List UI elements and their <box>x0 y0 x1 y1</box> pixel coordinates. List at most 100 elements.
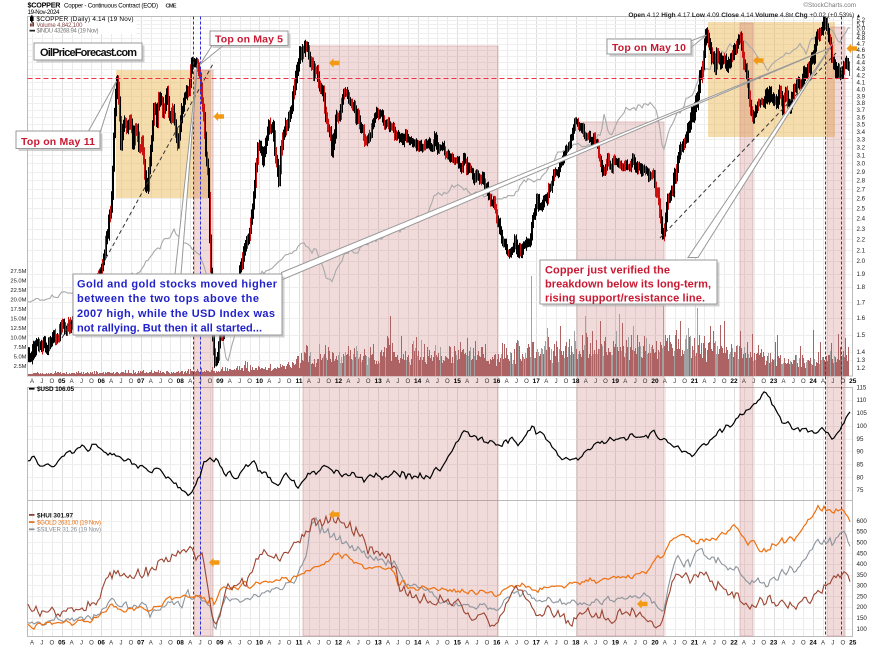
svg-text:100: 100 <box>857 626 868 633</box>
svg-text:$INDU 43268.94 (19 Nov): $INDU 43268.94 (19 Nov) <box>37 29 99 35</box>
svg-text:O: O <box>129 379 134 385</box>
svg-text:J: J <box>713 641 716 647</box>
svg-text:O: O <box>405 641 410 647</box>
svg-text:O: O <box>445 379 450 385</box>
svg-text:O: O <box>405 379 410 385</box>
svg-text:A: A <box>149 641 153 647</box>
svg-text:O: O <box>247 379 252 385</box>
svg-text:15: 15 <box>454 378 462 385</box>
svg-text:2.5: 2.5 <box>857 206 866 213</box>
svg-text:A: A <box>821 641 825 647</box>
svg-text:3.5: 3.5 <box>857 122 866 129</box>
svg-text:J: J <box>515 379 518 385</box>
svg-text:14: 14 <box>414 640 422 647</box>
svg-text:O: O <box>801 379 806 385</box>
svg-text:A: A <box>228 641 232 647</box>
svg-text:2.9: 2.9 <box>857 169 866 176</box>
svg-text:5.0M: 5.0M <box>14 354 27 360</box>
svg-text:7.5M: 7.5M <box>14 345 27 351</box>
svg-text:A: A <box>188 379 192 385</box>
svg-text:A: A <box>346 641 350 647</box>
svg-text:09: 09 <box>216 640 224 647</box>
svg-text:2.8: 2.8 <box>857 178 866 185</box>
svg-text:14: 14 <box>414 378 422 385</box>
svg-text:J: J <box>594 379 597 385</box>
svg-text:J: J <box>673 641 676 647</box>
svg-text:25: 25 <box>849 640 857 647</box>
svg-text:06: 06 <box>98 378 106 385</box>
svg-text:O: O <box>643 379 648 385</box>
svg-text:J: J <box>40 641 43 647</box>
svg-text:13: 13 <box>374 378 382 385</box>
svg-text:J: J <box>752 379 755 385</box>
svg-text:23: 23 <box>770 640 778 647</box>
svg-text:J: J <box>673 379 676 385</box>
svg-text:Copper just verified the: Copper just verified the <box>545 265 670 277</box>
svg-text:J: J <box>80 641 83 647</box>
svg-text:A: A <box>663 641 667 647</box>
svg-text:21: 21 <box>691 640 699 647</box>
svg-text:O: O <box>89 379 94 385</box>
svg-text:1.7: 1.7 <box>857 300 866 307</box>
svg-text:A: A <box>425 379 429 385</box>
svg-text:O: O <box>49 641 54 647</box>
svg-text:$GOLD 2631.00 (19 Nov): $GOLD 2631.00 (19 Nov) <box>37 520 101 527</box>
svg-text:85: 85 <box>857 461 864 468</box>
svg-text:$USD 106.05: $USD 106.05 <box>37 386 74 393</box>
svg-text:A: A <box>623 641 627 647</box>
svg-text:600: 600 <box>857 518 868 525</box>
svg-text:1.5: 1.5 <box>857 332 866 339</box>
svg-text:12.5M: 12.5M <box>10 326 26 332</box>
svg-text:2.0: 2.0 <box>857 258 866 265</box>
svg-text:J: J <box>396 641 399 647</box>
svg-text:$COPPER (Daily) 4.14 (19 Nov): $COPPER (Daily) 4.14 (19 Nov) <box>37 16 134 23</box>
svg-text:J: J <box>831 641 834 647</box>
svg-text:O: O <box>840 641 845 647</box>
svg-text:O: O <box>366 379 371 385</box>
svg-text:05: 05 <box>58 640 66 647</box>
svg-text:15: 15 <box>454 640 462 647</box>
svg-text:13: 13 <box>374 640 382 647</box>
svg-text:16: 16 <box>493 378 501 385</box>
svg-text:A: A <box>505 379 509 385</box>
svg-text:Copper - Continuous Contract (: Copper - Continuous Contract (EOD) <box>64 3 158 10</box>
svg-text:J: J <box>238 641 241 647</box>
svg-text:4.2: 4.2 <box>857 73 866 80</box>
svg-text:J: J <box>555 379 558 385</box>
svg-text:3.9: 3.9 <box>857 93 866 100</box>
svg-text:©StockCharts.com: ©StockCharts.com <box>803 1 856 9</box>
svg-text:75: 75 <box>857 487 864 494</box>
svg-text:A: A <box>781 641 785 647</box>
svg-text:J: J <box>713 379 716 385</box>
svg-text:20: 20 <box>651 640 659 647</box>
svg-text:450: 450 <box>857 550 868 557</box>
svg-text:08: 08 <box>177 640 185 647</box>
svg-text:O: O <box>89 641 94 647</box>
svg-text:A: A <box>465 641 469 647</box>
svg-text:4.1: 4.1 <box>857 80 866 87</box>
svg-text:J: J <box>831 379 834 385</box>
svg-text:O: O <box>564 641 569 647</box>
svg-text:A: A <box>742 641 746 647</box>
svg-text:A: A <box>109 379 113 385</box>
svg-text:10: 10 <box>256 640 264 647</box>
svg-text:O: O <box>366 641 371 647</box>
svg-text:O: O <box>168 641 173 647</box>
svg-text:O: O <box>643 641 648 647</box>
svg-text:J: J <box>436 641 439 647</box>
svg-text:300: 300 <box>857 583 868 590</box>
svg-text:18: 18 <box>572 640 580 647</box>
svg-text:24: 24 <box>809 378 817 385</box>
svg-text:3.2: 3.2 <box>857 144 866 151</box>
svg-text:A: A <box>109 641 113 647</box>
svg-text:O: O <box>287 641 292 647</box>
svg-text:11: 11 <box>296 378 303 385</box>
svg-text:A: A <box>188 641 192 647</box>
svg-text:350: 350 <box>857 572 868 579</box>
svg-text:O: O <box>326 379 331 385</box>
svg-text:O: O <box>682 379 687 385</box>
svg-text:A: A <box>386 641 390 647</box>
svg-text:O: O <box>682 641 687 647</box>
svg-text:O: O <box>524 641 529 647</box>
svg-text:07: 07 <box>137 378 145 385</box>
